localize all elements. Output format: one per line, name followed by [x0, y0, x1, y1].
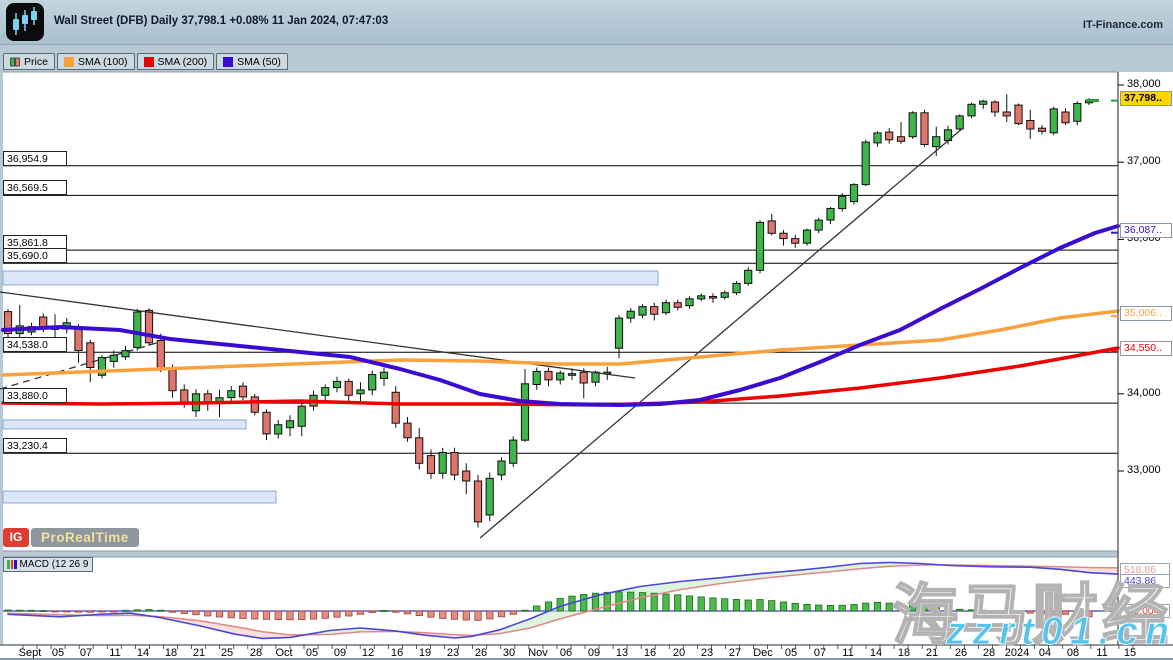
- legend-tab-sma-50[interactable]: SMA (50): [216, 53, 288, 70]
- legend-tab-label: SMA (200): [157, 55, 208, 68]
- legend-tab-row: Price SMA (100) SMA (200) SMA (50): [3, 53, 288, 70]
- legend-tab-sma-100[interactable]: SMA (100): [56, 53, 135, 70]
- header-bar: Wall Street (DFB) Daily 37,798.1 +0.08% …: [0, 0, 1173, 45]
- prorealtime-label: ProRealTime: [31, 527, 139, 547]
- legend-tab-sma-200[interactable]: SMA (200): [136, 53, 215, 70]
- app-logo-candlestick-icon[interactable]: [6, 3, 44, 41]
- prorealtime-logo[interactable]: IG ProRealTime: [3, 527, 139, 547]
- macd-indicator-tab[interactable]: MACD (12 26 9: [3, 557, 94, 572]
- macd-tab-label: MACD (12 26 9: [19, 559, 89, 570]
- sma-color-swatch: [63, 56, 74, 67]
- price-candles-icon: [10, 57, 20, 67]
- ig-logo: IG: [3, 527, 29, 547]
- watermark-site: zzrt01.cn: [946, 610, 1173, 654]
- legend-tab-label: Price: [24, 55, 48, 68]
- sma-color-swatch: [223, 56, 234, 67]
- sma-color-swatch: [143, 56, 154, 67]
- legend-tab-label: SMA (50): [237, 55, 281, 68]
- it-finance-brand: IT-Finance.com: [1082, 19, 1163, 31]
- macd-icon: [7, 560, 17, 569]
- legend-tab-price[interactable]: Price: [3, 53, 55, 70]
- legend-tab-label: SMA (100): [77, 55, 128, 68]
- chart-title: Wall Street (DFB) Daily 37,798.1 +0.08% …: [54, 15, 389, 27]
